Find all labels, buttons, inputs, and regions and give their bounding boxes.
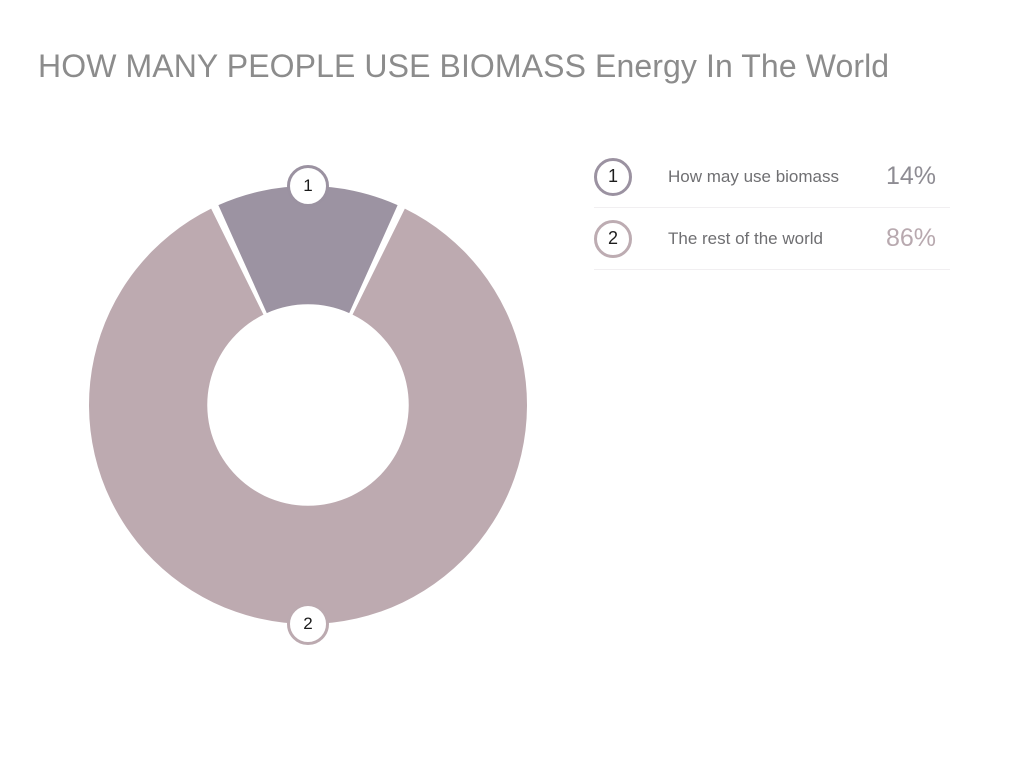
- donut-slice-how-may-use-biomass[interactable]: [218, 186, 398, 314]
- donut-badge-2[interactable]: 2: [287, 603, 329, 645]
- legend-marker-1: 1: [594, 157, 632, 196]
- legend-label-2: The rest of the world: [668, 228, 823, 248]
- legend: 1 How may use biomass 14% 2 The rest of …: [594, 146, 950, 270]
- donut-badge-1[interactable]: 1: [287, 165, 329, 207]
- legend-row-2[interactable]: 2 The rest of the world 86%: [594, 208, 950, 270]
- legend-row-1[interactable]: 1 How may use biomass 14%: [594, 146, 950, 208]
- legend-marker-2: 2: [594, 219, 632, 258]
- donut-chart-svg: [89, 186, 527, 624]
- legend-value-1: 14%: [885, 162, 936, 190]
- page-title: HOW MANY PEOPLE USE BIOMASS Energy In Th…: [38, 48, 890, 84]
- legend-value-2: 86%: [885, 224, 936, 252]
- legend-label-1: How may use biomass: [668, 166, 840, 186]
- donut-slice-the-rest-of-the-world[interactable]: [89, 208, 527, 624]
- donut-chart: 2 1: [89, 165, 527, 645]
